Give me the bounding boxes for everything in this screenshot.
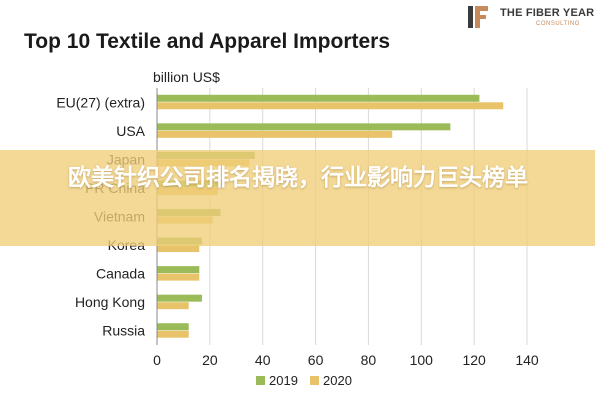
category-label: EU(27) (extra)	[56, 94, 145, 110]
x-tick-label: 120	[462, 352, 486, 368]
bar	[157, 102, 504, 110]
unit-label: billion US$	[153, 69, 220, 85]
bar	[157, 294, 202, 302]
x-tick-label: 140	[515, 352, 539, 368]
x-tick-label: 20	[202, 352, 218, 368]
brand-name: THE FIBER YEAR	[500, 7, 595, 19]
bar	[157, 266, 200, 274]
bar	[157, 123, 451, 131]
headline-banner	[0, 150, 595, 246]
category-label: Canada	[96, 266, 145, 282]
legend-swatch	[310, 376, 319, 385]
fiber-year-logo-icon	[468, 6, 488, 28]
brand-subtitle: CONSULTING	[536, 21, 580, 27]
x-tick-label: 40	[255, 352, 271, 368]
bar	[157, 130, 393, 138]
bar	[157, 302, 189, 310]
legend-label: 2019	[269, 373, 298, 388]
bar	[157, 94, 480, 102]
bar	[157, 245, 200, 253]
legend-label: 2020	[323, 373, 352, 388]
bar	[157, 273, 200, 281]
bar	[157, 323, 189, 331]
bar	[157, 330, 189, 338]
headline-text: 欧美针织公司排名揭晓，行业影响力巨头榜单	[68, 165, 528, 191]
legend-swatch	[256, 376, 265, 385]
x-tick-label: 80	[361, 352, 377, 368]
category-label: USA	[116, 123, 145, 139]
x-tick-label: 60	[308, 352, 324, 368]
category-label: Hong Kong	[75, 294, 145, 310]
x-tick-label: 0	[153, 352, 161, 368]
brand-logo: THE FIBER YEAR CONSULTING	[466, 4, 595, 30]
x-tick-label: 100	[410, 352, 434, 368]
category-label: Russia	[102, 323, 145, 339]
chart-title: Top 10 Textile and Apparel Importers	[24, 30, 391, 53]
